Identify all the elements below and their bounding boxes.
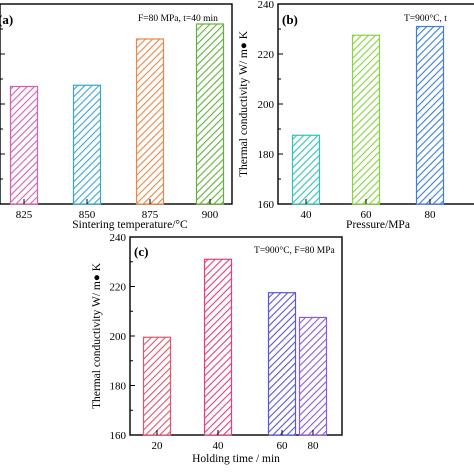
panel-b-x-tick-label-3: 80 [425, 209, 437, 221]
panel-a-x-axis-title: Sintering temperature/°C [72, 219, 188, 231]
panel-c-x-tick-label-2: 40 [213, 440, 225, 452]
panel-c-y-tick-label-1: 160 [110, 430, 127, 442]
panel-b-bars [291, 25, 445, 205]
panel-b-bar-2 [351, 34, 381, 205]
panel-b-x-tick-label-1: 40 [301, 209, 313, 221]
panel-b-y-axis-title: Thermal conductivity W/ m● K [238, 30, 250, 177]
panel-b-annotation: T=900°C, t [404, 13, 447, 24]
panel-c-annotation: T=900°C, F=80 MPa [254, 245, 336, 256]
panel-a-x-tick-label-2: 850 [79, 209, 96, 221]
panel-c-bars [142, 258, 328, 436]
panel-a-bar-3 [135, 38, 165, 205]
panel-c-bar-4 [298, 316, 328, 436]
panel-a-bars [9, 23, 225, 205]
panel-c-y-tick-label-3: 200 [110, 331, 127, 343]
panel-a: (a) F=80 MPa, t=40 min 825 850 875 900 Sint… [0, 3, 233, 231]
panel-b-bar-1 [291, 134, 321, 205]
panel-c-x-tick-label-3: 60 [277, 440, 289, 452]
panel-a-bar-1 [9, 85, 39, 205]
panel-a-x-tick-label-4: 900 [202, 209, 219, 221]
panel-a-ticks: 825 850 875 900 [0, 3, 219, 221]
panel-c-y-tick-label-4: 220 [110, 282, 127, 294]
panel-b-ticks: 40 60 80 160 180 200 220 240 [258, 0, 437, 221]
panel-c-x-tick-label-4: 80 [308, 440, 320, 452]
panel-c-bar-1 [142, 336, 172, 436]
panel-b-label: (b) [282, 12, 298, 27]
panel-a-x-tick-label-1: 825 [16, 209, 33, 221]
panel-c-ticks: 20 40 60 80 160 180 200 220 240 [110, 232, 320, 452]
panel-c-y-tick-label-2: 180 [110, 381, 127, 393]
panel-b-bar-3 [415, 25, 445, 205]
panel-b: (b) T=900°C, t 40 60 80 160 180 200 220 240 Pre… [238, 0, 474, 231]
panel-a-annotation: F=80 MPa, t=40 min [138, 14, 218, 24]
panel-b-y-tick-label-5: 240 [258, 0, 275, 11]
panel-b-y-tick-label-2: 180 [258, 149, 275, 161]
panel-c-y-axis-title: Thermal conductivity W/ m● K [91, 262, 103, 409]
panel-b-x-axis-title: Pressure/MPa [346, 219, 410, 231]
panel-c: (c) T=900°C, F=80 MPa 20 40 60 801601802002… [91, 232, 343, 465]
panel-b-y-tick-label-3: 200 [258, 99, 275, 111]
panel-a-bar-2 [72, 84, 102, 205]
panel-c-x-axis-title: Holding time / min [192, 453, 280, 465]
panel-a-x-tick-label-3: 875 [142, 209, 159, 221]
panel-c-y-tick-label-5: 240 [110, 232, 127, 244]
panel-a-label: (a) [0, 12, 13, 27]
panel-c-bar-2 [203, 258, 233, 436]
panel-b-x-tick-label-2: 60 [361, 209, 373, 221]
panel-a-frame [0, 3, 233, 205]
panel-c-bar-3 [267, 292, 297, 436]
panel-c-label: (c) [134, 244, 148, 259]
panel-b-y-tick-label-1: 160 [258, 199, 275, 211]
panel-c-x-tick-label-1: 20 [152, 440, 164, 452]
panel-b-y-tick-label-4: 220 [258, 49, 275, 61]
panel-a-bar-4 [195, 23, 225, 205]
